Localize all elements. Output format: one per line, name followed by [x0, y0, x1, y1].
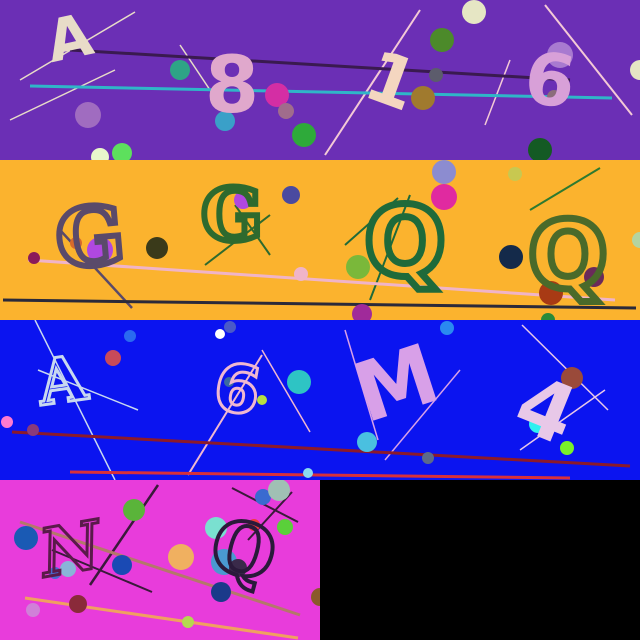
- captcha-char-4: 6: [519, 35, 580, 125]
- noise-lines: [9, 4, 633, 156]
- row-1-background: [0, 0, 640, 160]
- noise-dots: [14, 480, 320, 628]
- noise-lines: [11, 320, 631, 480]
- captcha-char-7: Q: [364, 186, 446, 298]
- noise-lines: [2, 167, 637, 310]
- row-1-art: A 8 1 6: [0, 0, 640, 160]
- noise-dots: [1, 321, 583, 478]
- captcha-char-8: Q: [528, 202, 608, 311]
- row-3-art: A 6 M 4: [0, 320, 640, 480]
- empty-panel: [320, 480, 640, 640]
- captcha-char-6: G: [201, 172, 263, 257]
- noise-dots: [75, 0, 640, 160]
- captcha-row-1: A 8 1 6: [0, 0, 640, 160]
- row-2-art: G G Q Q: [0, 160, 640, 320]
- captcha-row-4: N Q: [0, 480, 320, 640]
- captcha-row-3: A 6 M 4: [0, 320, 640, 480]
- noise-dots: [28, 160, 640, 320]
- captcha-char-5: G: [52, 187, 128, 287]
- row-3-background: [0, 320, 640, 480]
- row-4-art: N Q: [0, 480, 320, 640]
- captcha-char-2: 8: [205, 41, 259, 131]
- captcha-row-2: G G Q Q: [0, 160, 640, 320]
